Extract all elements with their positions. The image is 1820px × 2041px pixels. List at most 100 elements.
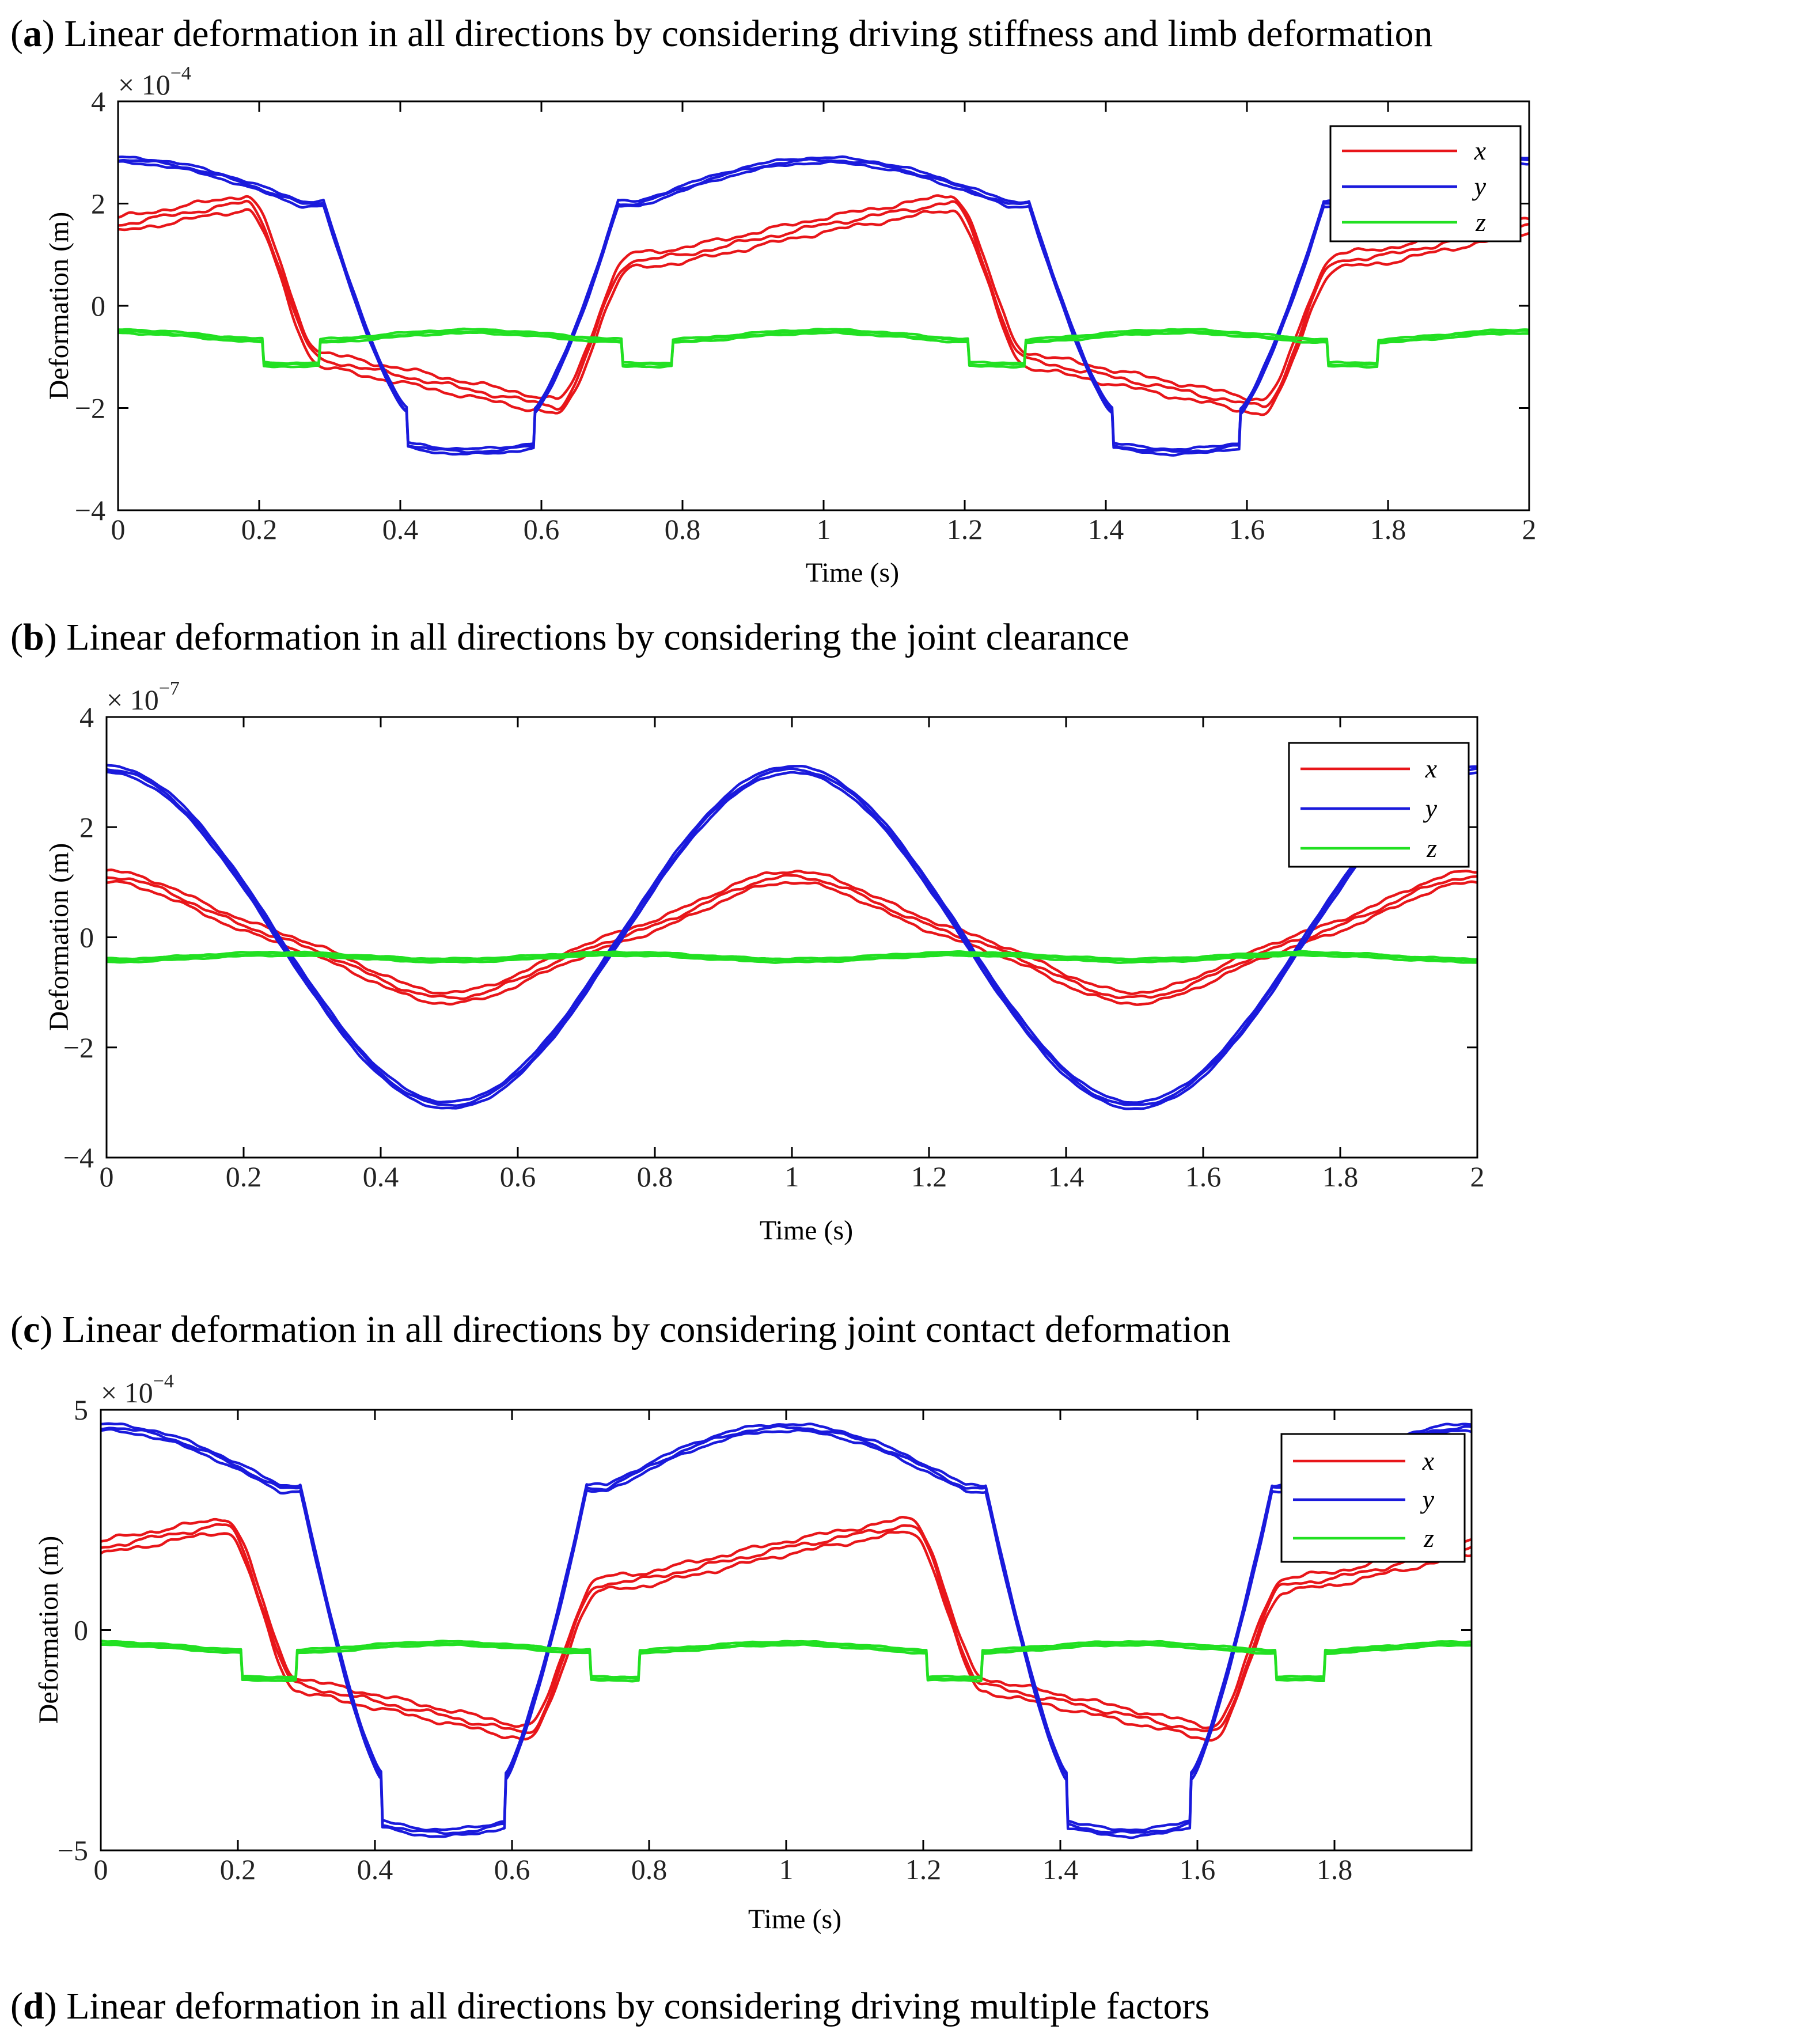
series-line-x	[100, 1516, 1472, 1729]
y-tick-label: 0	[74, 1614, 88, 1647]
caption-a-letter: a	[23, 13, 42, 55]
y-tick-label: −2	[75, 392, 105, 424]
x-tick-label: 0.8	[665, 513, 701, 545]
x-tick-label: 0.8	[631, 1853, 668, 1886]
x-tick-label: 1.6	[1185, 1160, 1222, 1193]
x-tick-label: 1.2	[947, 513, 983, 545]
legend-box-c	[1280, 1433, 1466, 1563]
chart-panel-b: 0 0.2 0.4 0.6 0.8 1 1.2 1.4 1.6 1.8 2 −4 −2 0 2 4 × 10…	[44, 678, 1485, 1246]
series-line-z	[106, 950, 1478, 961]
legend-box-a	[1329, 125, 1522, 242]
caption-c-text: Linear deformation in all directions by …	[62, 1308, 1231, 1350]
x-tick-label: 0	[100, 1160, 114, 1193]
x-tick-label: 0.2	[220, 1853, 256, 1886]
x-tick-label: 0.6	[524, 513, 560, 545]
x-tick-label: 1	[785, 1160, 799, 1193]
series-line-z	[100, 1643, 1472, 1683]
exponent-base-c: × 10	[101, 1376, 153, 1409]
legend-c: x y z	[1280, 1433, 1466, 1563]
caption-b: (b) Linear deformation in all directions…	[10, 616, 1129, 658]
x-tick-label: 2	[1470, 1160, 1485, 1193]
legend-label-y-b: y	[1423, 794, 1438, 823]
series-line-y	[117, 155, 1530, 451]
series-line-y	[117, 160, 1530, 457]
x-axis-title-c: Time (s)	[748, 1904, 841, 1934]
exponent-power-c: −4	[153, 1371, 174, 1392]
x-tick-label: 1.8	[1317, 1853, 1353, 1886]
exponent-label-b: × 10−7	[107, 678, 180, 716]
y-axis-title-b: Deformation (m)	[44, 843, 74, 1031]
caption-c-letter: c	[23, 1308, 40, 1350]
y-tick-label: 0	[91, 290, 105, 322]
series-line-x	[107, 880, 1478, 1006]
exponent-base-b: × 10	[107, 684, 159, 716]
exponent-power-b: −7	[159, 678, 180, 699]
x-tick-label: 1.8	[1322, 1160, 1359, 1193]
legend-b: x y z	[1288, 742, 1470, 868]
series-line-y	[106, 767, 1478, 1107]
series-line-y	[101, 1424, 1472, 1835]
exponent-label-c: × 10−4	[101, 1371, 174, 1409]
caption-b-letter: b	[23, 616, 44, 658]
legend-label-y-a: y	[1472, 172, 1487, 201]
series-line-x	[118, 208, 1530, 416]
x-tick-label: 2	[1522, 513, 1537, 545]
x-tick-label: 1.4	[1088, 513, 1124, 545]
x-axis-title-a: Time (s)	[806, 557, 899, 588]
x-tick-label: 1	[779, 1853, 794, 1886]
y-tick-label: 5	[74, 1394, 88, 1426]
x-tick-label: 0.2	[241, 513, 278, 545]
y-tick-label: 4	[91, 85, 105, 117]
legend-label-x-c: x	[1422, 1446, 1435, 1475]
series-line-x	[106, 874, 1478, 1000]
y-tick-label: 0	[79, 921, 94, 954]
caption-d: (d) Linear deformation in all directions…	[10, 1985, 1209, 2027]
plot-frame-c	[100, 1409, 1473, 1852]
legend-label-x-b: x	[1425, 754, 1438, 783]
caption-d-text: Linear deformation in all directions by …	[66, 1985, 1209, 2027]
series-line-z	[100, 1640, 1472, 1679]
y-axis-title-c: Deformation (m)	[33, 1536, 64, 1724]
series-line-y	[117, 158, 1530, 454]
series-line-z	[100, 1641, 1472, 1681]
y-tick-label: 2	[79, 811, 94, 843]
x-tick-label: 1.4	[1042, 1853, 1079, 1886]
caption-d-letter: d	[23, 1985, 44, 2027]
x-tick-label: 1.2	[905, 1853, 942, 1886]
series-line-z	[117, 327, 1530, 365]
exponent-power-a: −4	[170, 63, 191, 84]
caption-c: (c) Linear deformation in all directions…	[10, 1308, 1231, 1350]
plot-frame-b	[105, 716, 1478, 1159]
x-tick-label: 0	[111, 513, 126, 545]
chart-panel-a: 0 0.2 0.4 0.6 0.8 1 1.2 1.4 1.6 1.8 2 −4 −2 0 2 4 × 10…	[44, 63, 1537, 588]
legend-label-x-a: x	[1474, 136, 1487, 165]
y-tick-label: −2	[63, 1031, 94, 1064]
series-line-y	[106, 771, 1478, 1110]
legend-label-z-c: z	[1423, 1523, 1434, 1553]
x-tick-label: 1.2	[911, 1160, 947, 1193]
caption-a-text: Linear deformation in all directions by …	[64, 13, 1432, 55]
x-tick-label: 0.8	[637, 1160, 673, 1193]
x-tick-label: 0.2	[226, 1160, 262, 1193]
y-tick-label: −5	[58, 1834, 88, 1867]
legend-label-y-c: y	[1420, 1485, 1435, 1514]
legend-a: x y z	[1329, 125, 1522, 242]
series-line-x	[106, 868, 1478, 996]
series-line-x	[100, 1523, 1472, 1735]
y-tick-label: 2	[91, 188, 105, 220]
series-line-z	[117, 329, 1530, 367]
x-tick-label: 1.8	[1370, 513, 1406, 545]
x-tick-label: 1.6	[1229, 513, 1265, 545]
y-tick-label: 4	[79, 701, 94, 733]
y-tick-label: −4	[75, 494, 105, 526]
x-tick-label: 0.4	[363, 1160, 399, 1193]
y-tick-label: −4	[63, 1141, 94, 1174]
x-axis-title-b: Time (s)	[760, 1215, 853, 1246]
y-axis-title-a: Deformation (m)	[44, 212, 74, 400]
series-line-x	[118, 199, 1530, 411]
exponent-base-a: × 10	[118, 69, 170, 101]
x-tick-label: 0.4	[382, 513, 419, 545]
series-line-y	[106, 764, 1478, 1104]
x-tick-label: 0.6	[494, 1853, 530, 1886]
